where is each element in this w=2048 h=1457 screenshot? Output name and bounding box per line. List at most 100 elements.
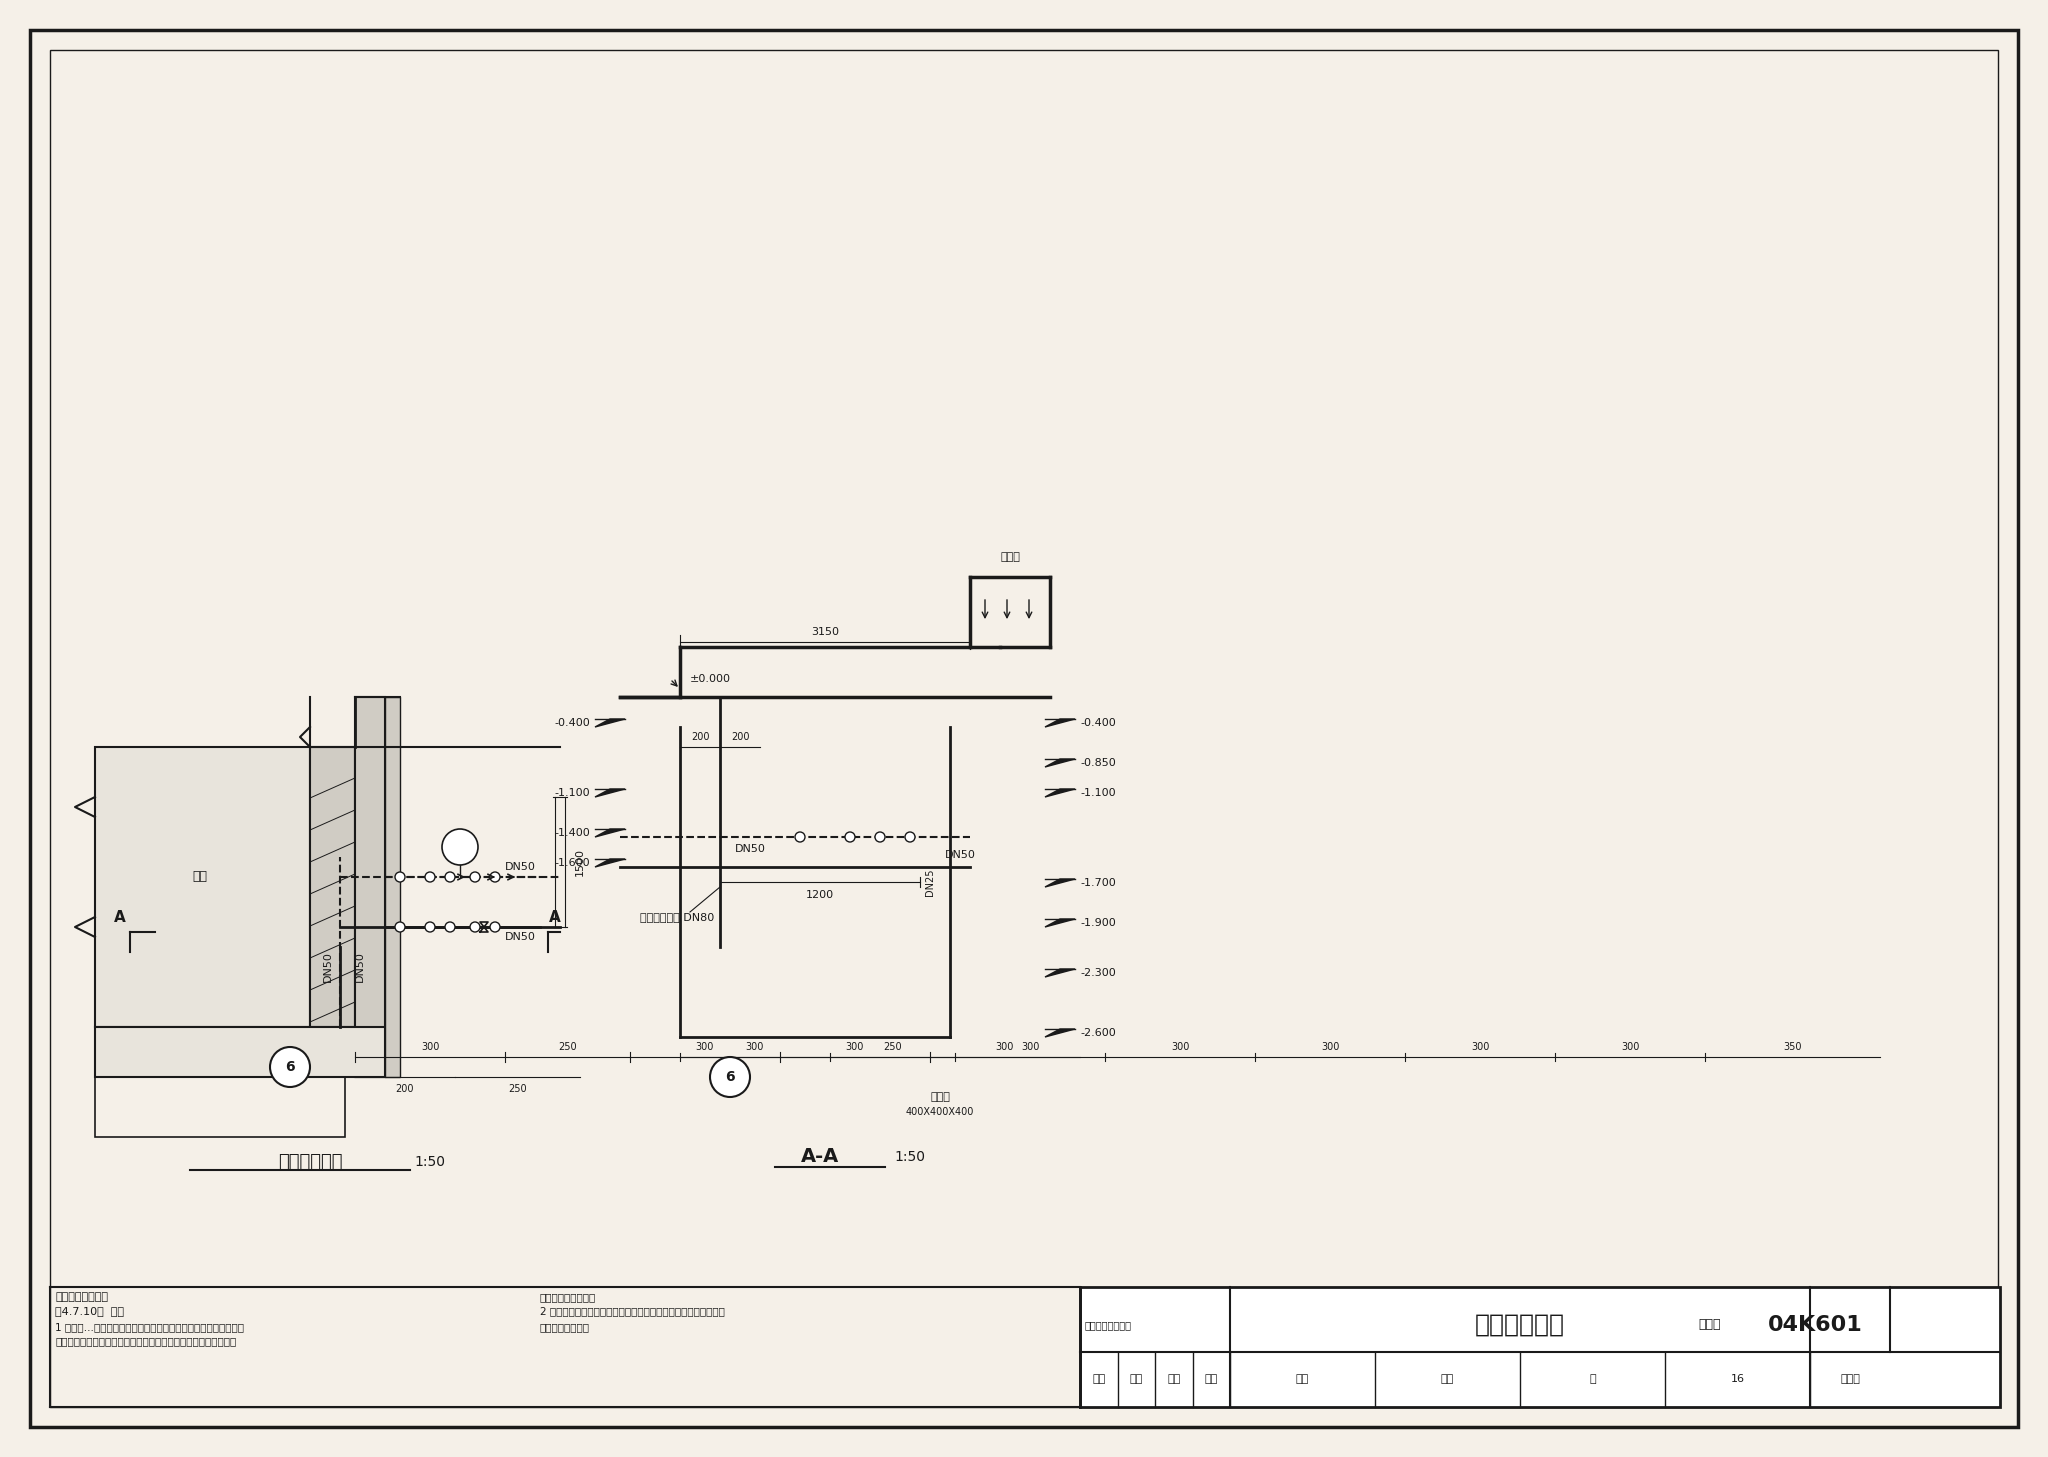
Bar bbox=[94, 747, 309, 1027]
Bar bbox=[354, 696, 385, 1077]
Polygon shape bbox=[1044, 790, 1075, 797]
Text: 200: 200 bbox=[690, 731, 709, 742]
Polygon shape bbox=[596, 718, 625, 727]
Text: 审核: 审核 bbox=[1092, 1374, 1106, 1384]
Text: -2.600: -2.600 bbox=[1079, 1029, 1116, 1037]
Text: 1 采暖、…系统的各种设备及零部件施工安装，应注明采用的标准: 1 采暖、…系统的各种设备及零部件施工安装，应注明采用的标准 bbox=[55, 1321, 244, 1332]
Text: 涨缩防水套管 DN80: 涨缩防水套管 DN80 bbox=[639, 912, 715, 922]
Bar bbox=[94, 1027, 385, 1077]
Circle shape bbox=[874, 832, 885, 842]
Circle shape bbox=[270, 1048, 309, 1087]
Text: 200: 200 bbox=[395, 1084, 414, 1094]
Circle shape bbox=[711, 1056, 750, 1097]
Text: 300: 300 bbox=[1020, 1042, 1038, 1052]
Text: 300: 300 bbox=[696, 1042, 715, 1052]
Bar bbox=[971, 577, 1051, 647]
Polygon shape bbox=[1044, 969, 1075, 978]
Polygon shape bbox=[1044, 879, 1075, 887]
Circle shape bbox=[395, 922, 406, 932]
Circle shape bbox=[426, 871, 434, 881]
Text: 300: 300 bbox=[420, 1042, 438, 1052]
Bar bbox=[385, 696, 399, 1077]
Circle shape bbox=[442, 829, 477, 865]
Polygon shape bbox=[1044, 1029, 1075, 1037]
Text: 图、通用图的图名图号。凡无现成图纸可选，且需要交代设计意图: 图、通用图的图名图号。凡无现成图纸可选，且需要交代设计意图 bbox=[55, 1336, 236, 1346]
Text: 300: 300 bbox=[846, 1042, 864, 1052]
Polygon shape bbox=[1044, 718, 1075, 727]
Polygon shape bbox=[1044, 919, 1075, 927]
Circle shape bbox=[846, 832, 854, 842]
Text: DN25: DN25 bbox=[926, 868, 936, 896]
Text: 1500: 1500 bbox=[575, 848, 586, 876]
Text: -1.600: -1.600 bbox=[555, 858, 590, 868]
Text: 300: 300 bbox=[1470, 1042, 1489, 1052]
Text: 300: 300 bbox=[1171, 1042, 1190, 1052]
Text: A: A bbox=[115, 909, 125, 925]
Circle shape bbox=[426, 922, 434, 932]
Circle shape bbox=[469, 922, 479, 932]
Text: 1:50: 1:50 bbox=[895, 1150, 926, 1164]
Text: 检查井: 检查井 bbox=[999, 552, 1020, 562]
Polygon shape bbox=[596, 860, 625, 867]
Text: 350: 350 bbox=[1784, 1042, 1802, 1052]
Text: 400X400X400: 400X400X400 bbox=[905, 1107, 975, 1118]
Circle shape bbox=[795, 832, 805, 842]
Circle shape bbox=[905, 832, 915, 842]
Circle shape bbox=[489, 922, 500, 932]
Text: DN50: DN50 bbox=[354, 951, 365, 982]
Text: 1200: 1200 bbox=[807, 890, 834, 900]
Text: 250: 250 bbox=[508, 1084, 526, 1094]
Bar bbox=[1079, 1287, 2001, 1407]
Text: -1.400: -1.400 bbox=[555, 828, 590, 838]
Text: 校对: 校对 bbox=[1167, 1374, 1180, 1384]
Circle shape bbox=[395, 871, 406, 881]
Text: A-A: A-A bbox=[801, 1148, 840, 1167]
Text: 的，均需绘制详图。: 的，均需绘制详图。 bbox=[541, 1292, 596, 1303]
Text: DN50: DN50 bbox=[324, 951, 334, 982]
Text: -2.300: -2.300 bbox=[1079, 967, 1116, 978]
Text: 热力入口详图: 热力入口详图 bbox=[279, 1152, 342, 1171]
Text: 金版: 金版 bbox=[1442, 1374, 1454, 1384]
Text: 250: 250 bbox=[883, 1042, 901, 1052]
Text: 250: 250 bbox=[559, 1042, 578, 1052]
Text: 详图应单独绘制。: 详图应单独绘制。 bbox=[541, 1321, 590, 1332]
Text: DN50: DN50 bbox=[944, 849, 975, 860]
Text: ±0.000: ±0.000 bbox=[690, 675, 731, 683]
Text: 300: 300 bbox=[1321, 1042, 1339, 1052]
Text: 300: 300 bbox=[745, 1042, 764, 1052]
Text: A: A bbox=[549, 909, 561, 925]
Text: 断务: 断务 bbox=[193, 870, 207, 883]
Circle shape bbox=[489, 871, 500, 881]
Text: -1.100: -1.100 bbox=[555, 788, 590, 798]
Text: DN50: DN50 bbox=[735, 844, 766, 854]
Text: 【深度规定条文】: 【深度规定条文】 bbox=[1085, 1320, 1133, 1330]
Text: 6: 6 bbox=[285, 1061, 295, 1074]
Text: 300: 300 bbox=[1620, 1042, 1638, 1052]
Text: DN50: DN50 bbox=[504, 863, 535, 871]
Text: -0.400: -0.400 bbox=[1079, 718, 1116, 728]
Text: -0.850: -0.850 bbox=[1079, 758, 1116, 768]
Text: DN50: DN50 bbox=[504, 932, 535, 943]
Text: 页: 页 bbox=[1589, 1374, 1595, 1384]
Bar bbox=[309, 747, 354, 1027]
Text: 6: 6 bbox=[725, 1069, 735, 1084]
Text: 3150: 3150 bbox=[811, 627, 840, 637]
Text: 16: 16 bbox=[1731, 1374, 1745, 1384]
Bar bbox=[94, 1077, 344, 1136]
Text: 第4.7.10条  详图: 第4.7.10条 详图 bbox=[55, 1305, 125, 1316]
Text: -0.400: -0.400 bbox=[555, 718, 590, 728]
Text: 1:50: 1:50 bbox=[414, 1155, 446, 1169]
Polygon shape bbox=[1044, 759, 1075, 766]
Text: 王加: 王加 bbox=[1204, 1374, 1219, 1384]
Text: 04K601: 04K601 bbox=[1767, 1316, 1862, 1335]
Text: 图集号: 图集号 bbox=[1698, 1319, 1720, 1332]
Text: -1.900: -1.900 bbox=[1079, 918, 1116, 928]
Text: 200: 200 bbox=[731, 731, 750, 742]
Text: 2 简单的详图，可就图引出，绘局部详图；制作详图或安装复杂的: 2 简单的详图，可就图引出，绘局部详图；制作详图或安装复杂的 bbox=[541, 1305, 725, 1316]
Text: 设计: 设计 bbox=[1296, 1374, 1309, 1384]
Text: 【深度规定条文】: 【深度规定条文】 bbox=[55, 1292, 109, 1303]
Polygon shape bbox=[596, 790, 625, 797]
Text: 集水坑: 集水坑 bbox=[930, 1091, 950, 1101]
Text: 工商: 工商 bbox=[1130, 1374, 1143, 1384]
Text: 热力入口详图: 热力入口详图 bbox=[1475, 1313, 1565, 1338]
